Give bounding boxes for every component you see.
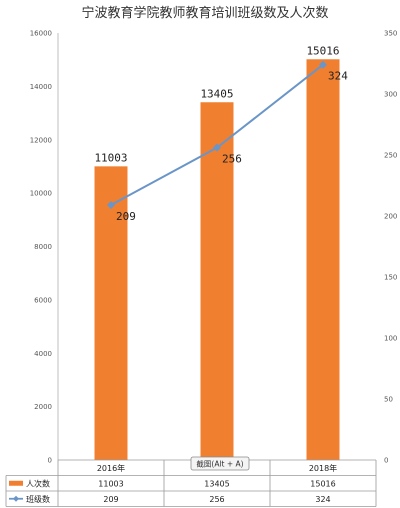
table-cell: 256 bbox=[209, 495, 224, 504]
bar-data-label: 11003 bbox=[94, 151, 127, 164]
line-point bbox=[107, 201, 115, 210]
line-point bbox=[213, 143, 221, 152]
y-left-tick-label: 16000 bbox=[30, 30, 52, 38]
table-header-cell: 2016年 bbox=[97, 463, 125, 473]
table-row-label: 班级数 bbox=[26, 494, 50, 504]
y-left-tick-label: 8000 bbox=[34, 243, 52, 251]
y-right-tick-label: 300 bbox=[384, 91, 397, 99]
y-right-tick-label: 200 bbox=[384, 213, 397, 221]
bar-data-label: 13405 bbox=[200, 87, 233, 100]
y-left-tick-label: 14000 bbox=[30, 83, 52, 91]
bar bbox=[306, 59, 340, 460]
bar-data-label: 15016 bbox=[306, 44, 339, 57]
line-data-label: 209 bbox=[116, 210, 136, 223]
line-data-label: 256 bbox=[222, 153, 242, 166]
y-left-tick-label: 12000 bbox=[30, 136, 52, 144]
screenshot-tooltip: 截图(Alt + A) bbox=[190, 456, 250, 471]
line-series bbox=[107, 60, 327, 210]
y-axis-right: 0 50 100 150 200 250 300 350 bbox=[384, 30, 397, 465]
bar-series bbox=[94, 59, 340, 461]
legend-key-marker bbox=[13, 495, 19, 502]
bar bbox=[94, 166, 128, 461]
table-cell: 11003 bbox=[98, 480, 123, 489]
tooltip-box bbox=[190, 456, 250, 471]
line-point bbox=[319, 60, 327, 69]
y-right-tick-label: 350 bbox=[384, 30, 397, 38]
table-cell: 15016 bbox=[310, 480, 335, 489]
y-left-tick-label: 2000 bbox=[34, 403, 52, 411]
y-right-tick-label: 50 bbox=[384, 396, 393, 404]
table-header-cell: 2018年 bbox=[309, 463, 337, 473]
table-cell: 324 bbox=[315, 495, 330, 504]
y-left-tick-label: 6000 bbox=[34, 296, 52, 304]
line-data-label: 324 bbox=[328, 70, 348, 83]
y-left-tick-label: 0 bbox=[48, 457, 52, 465]
y-left-tick-label: 10000 bbox=[30, 190, 52, 198]
table-row-label: 人次数 bbox=[26, 479, 50, 489]
line-data-labels: 209 256 324 bbox=[116, 70, 348, 223]
y-right-tick-label: 150 bbox=[384, 274, 397, 282]
y-right-tick-label: 250 bbox=[384, 152, 397, 160]
legend-key-bars bbox=[9, 480, 23, 486]
bar bbox=[200, 102, 234, 460]
y-right-tick-label: 0 bbox=[384, 457, 388, 465]
y-right-tick-label: 100 bbox=[384, 335, 397, 343]
table-cell: 13405 bbox=[204, 480, 229, 489]
table-cell: 209 bbox=[103, 495, 118, 504]
chart-title: 宁波教育学院教师教育培训班级数及人次数 bbox=[81, 5, 328, 21]
bar-data-labels: 11003 13405 15016 bbox=[94, 44, 339, 164]
y-axis-left: 0 2000 4000 6000 8000 10000 12000 14000 16000 bbox=[30, 30, 59, 465]
y-left-tick-label: 4000 bbox=[34, 350, 52, 358]
tooltip-label: 截图(Alt + A) bbox=[196, 459, 243, 469]
